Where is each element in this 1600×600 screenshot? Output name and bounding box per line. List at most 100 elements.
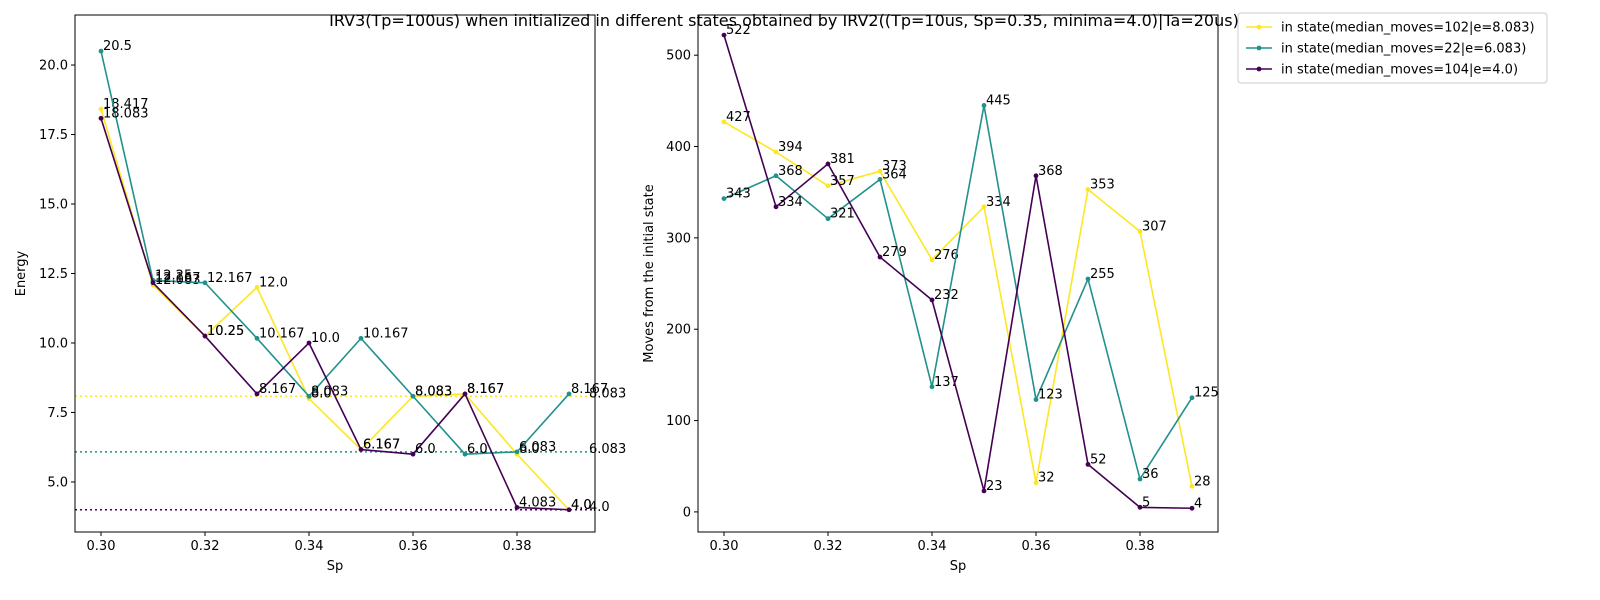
plot-frame [74, 14, 596, 533]
y-tick-label: 7.5 [47, 406, 68, 421]
data-label: 5 [1142, 495, 1150, 510]
data-label: 12.167 [155, 271, 201, 286]
data-point [877, 254, 883, 260]
data-point [721, 196, 727, 201]
data-point [1033, 480, 1039, 486]
data-point [981, 488, 987, 494]
data-label: 307 [1142, 219, 1167, 234]
data-point [877, 177, 883, 182]
data-label: 6.167 [363, 438, 400, 453]
data-label: 52 [1090, 452, 1107, 467]
data-label: 368 [1038, 164, 1063, 179]
data-point [825, 161, 831, 167]
data-label: 32 [1038, 471, 1055, 486]
data-point [462, 391, 468, 397]
data-point [929, 257, 935, 263]
data-label: 28 [1194, 474, 1211, 489]
data-label: 4.083 [519, 495, 556, 510]
data-point [254, 335, 260, 341]
y-tick-label: 17.5 [39, 128, 68, 143]
y-axis-label: Moves from the initial state [642, 184, 657, 362]
data-label: 522 [726, 23, 751, 38]
data-label: 343 [726, 187, 751, 202]
legend-entry: in state(median_moves=102|e=8.083) [1246, 21, 1535, 36]
data-label: 12.25 [155, 268, 192, 283]
data-label: 8.167 [571, 382, 608, 397]
data-label: 445 [986, 93, 1011, 108]
y-tick-label: 500 [666, 49, 691, 64]
data-label: 23 [986, 479, 1003, 494]
figure-title: IRV3(Tp=100us) when initialized in diffe… [329, 11, 1239, 30]
data-label: 8.0 [311, 387, 332, 402]
chart-panel-1: 0.30 0.32 0.34 0.36 0.38 5.0 7.5 10.0 12.5 15.0 17… [14, 14, 626, 574]
data-point [929, 297, 935, 303]
data-point [1033, 397, 1039, 402]
data-label: 373 [882, 159, 907, 174]
legend: in state(median_moves=102|e=8.083)in sta… [1237, 12, 1548, 84]
x-tick-label: 0.38 [1126, 539, 1155, 554]
series-line [723, 121, 1193, 487]
legend-entry: in state(median_moves=104|e=4.0) [1246, 63, 1518, 78]
plot-frame [697, 14, 1219, 533]
data-label: 12.167 [207, 271, 253, 286]
data-label: 334 [778, 195, 803, 210]
panels: 0.30 0.32 0.34 0.36 0.38 5.0 7.5 10.0 12.5 15.0 17… [14, 14, 1219, 574]
data-label: 8.083 [415, 384, 452, 399]
data-label: 353 [1090, 177, 1115, 192]
data-point [1189, 483, 1195, 489]
legend-label: in state(median_moves=22|e=6.083) [1281, 42, 1526, 57]
x-tick-label: 0.38 [503, 539, 532, 554]
series-line [723, 104, 1193, 480]
series-3: 18.083 12.167 10.25 8.167 10.0 6.167 6.0 8.167 4… [98, 106, 592, 513]
data-point [1085, 187, 1091, 192]
data-label: 4.0 [571, 498, 592, 513]
data-point [773, 204, 779, 210]
data-label: 20.5 [103, 39, 132, 54]
series-line [100, 50, 570, 455]
data-point [514, 505, 520, 510]
data-point [825, 216, 831, 222]
data-point [1189, 505, 1195, 511]
data-label: 10.167 [363, 326, 409, 341]
y-axis-label: Energy [14, 250, 29, 296]
y-tick-label: 10.0 [39, 336, 68, 351]
data-label: 6.0 [519, 442, 540, 457]
data-label: 10.25 [207, 324, 244, 339]
data-point [825, 183, 831, 189]
data-point [1137, 229, 1143, 234]
data-point [98, 115, 104, 121]
x-axis-label: Sp [950, 559, 967, 574]
data-point [254, 391, 260, 397]
data-point [1085, 276, 1091, 282]
data-label: 125 [1194, 386, 1219, 401]
data-label: 6.0 [415, 442, 436, 457]
y-tick-label: 100 [666, 414, 691, 429]
reference-line-label: 8.083 [589, 386, 626, 401]
legend-marker [1256, 66, 1262, 72]
data-label: 381 [830, 152, 855, 167]
data-point [1033, 173, 1039, 179]
data-label: 279 [882, 245, 907, 260]
y-tick-label: 12.5 [39, 267, 68, 282]
data-label: 394 [778, 140, 803, 155]
data-label: 8.083 [311, 384, 348, 399]
data-label: 123 [1038, 388, 1063, 403]
data-label: 12.083 [155, 273, 201, 288]
data-point [981, 204, 987, 210]
legend-box [1237, 12, 1548, 84]
reference-line-label: 6.083 [589, 442, 626, 457]
x-tick-label: 0.36 [399, 539, 428, 554]
x-tick-label: 0.36 [1022, 539, 1051, 554]
legend-marker [1256, 45, 1262, 51]
data-point [254, 284, 260, 290]
series-line [100, 118, 570, 511]
data-point [306, 340, 312, 346]
data-label: 10.0 [311, 331, 340, 346]
data-point [98, 106, 104, 112]
data-point [1085, 462, 1091, 467]
data-point [306, 393, 312, 399]
series-line [100, 108, 570, 511]
data-point [721, 32, 727, 38]
